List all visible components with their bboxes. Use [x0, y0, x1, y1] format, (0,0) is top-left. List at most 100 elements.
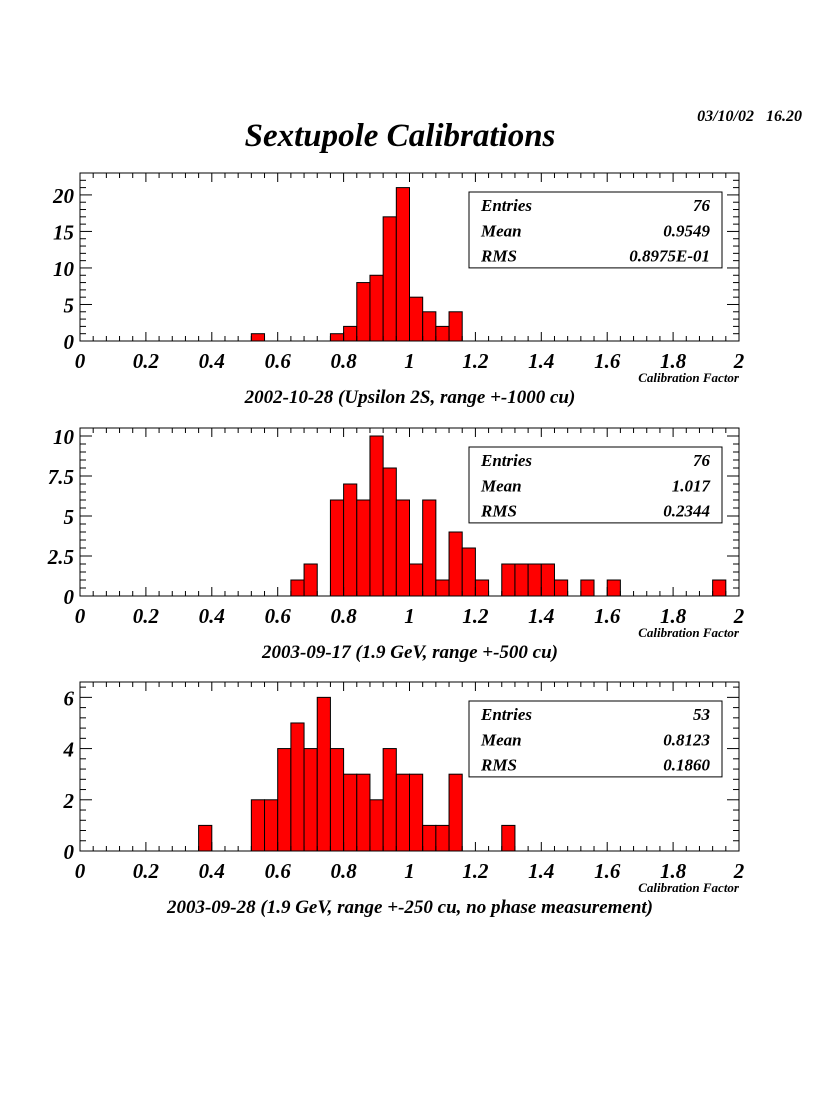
histogram-bar	[198, 824, 213, 852]
histogram-panel: 0 0.2 0.4 0.6 0.8 1 1.2 1.4 1.6 1.8 2 0 2 4 6 Calibrati…	[63, 681, 745, 918]
histogram-bar	[303, 748, 318, 852]
x-tick-label: 1	[404, 349, 415, 373]
x-tick-label: 0.4	[199, 349, 225, 373]
histogram-bar	[461, 547, 476, 597]
histogram-bar	[382, 748, 397, 852]
histogram-bar	[435, 325, 450, 342]
x-tick-label: 0.6	[265, 859, 292, 883]
y-tick-label: 0	[64, 330, 75, 354]
x-tick-label: 0.8	[330, 859, 357, 883]
histogram-bar	[369, 799, 384, 852]
x-tick-label: 2	[733, 859, 745, 883]
x-tick-label: 0	[75, 859, 86, 883]
y-tick-label: 2.5	[47, 545, 74, 569]
histogram-bar	[527, 563, 542, 597]
x-tick-label: 1.2	[462, 349, 489, 373]
histogram-bar	[422, 824, 437, 852]
stats-label: Mean	[480, 476, 522, 495]
histogram-bar	[395, 187, 411, 342]
stats-value: 0.9549	[663, 221, 710, 240]
x-tick-label: 1.2	[462, 859, 489, 883]
histogram-bar	[395, 773, 411, 852]
histogram-bar	[514, 563, 529, 597]
histogram-bar	[409, 773, 424, 852]
timestamp: 03/10/02 16.20	[697, 108, 802, 125]
histogram-bar	[501, 824, 516, 852]
stats-box	[468, 446, 723, 524]
y-tick-label: 20	[52, 184, 75, 208]
histogram-bar	[606, 579, 621, 597]
x-tick-label: 1.4	[528, 859, 554, 883]
histogram-bar	[580, 579, 595, 597]
histogram-bar	[264, 799, 279, 852]
histogram-bar	[343, 773, 358, 852]
stats-value: 0.8123	[663, 730, 710, 749]
x-axis-title: Calibration Factor	[638, 880, 740, 895]
stats-label: Mean	[480, 221, 522, 240]
panel-caption: 2003-09-17 (1.9 GeV, range +-500 cu)	[261, 642, 558, 663]
x-tick-label: 0.8	[330, 349, 357, 373]
histogram-bar	[329, 748, 345, 852]
x-tick-label: 0.2	[133, 349, 160, 373]
histogram-bar	[435, 579, 450, 597]
x-tick-label: 0.2	[133, 859, 160, 883]
histogram-bar	[290, 579, 305, 597]
histogram-bar	[435, 824, 450, 852]
y-tick-label: 4	[63, 738, 75, 762]
histogram-bar	[356, 282, 371, 342]
histogram-bar	[395, 499, 411, 597]
histogram-bar	[540, 563, 555, 597]
x-tick-label: 1.8	[660, 859, 687, 883]
x-axis-title: Calibration Factor	[638, 625, 740, 640]
histogram-bar	[316, 696, 331, 852]
x-tick-label: 0.2	[133, 604, 160, 628]
histogram-bar	[329, 499, 345, 597]
histogram-bar	[277, 748, 292, 852]
histogram-bar	[343, 325, 358, 342]
y-tick-label: 7.5	[48, 465, 74, 489]
stats-value: 53	[693, 705, 711, 724]
y-tick-label: 2	[63, 789, 75, 813]
x-tick-label: 0	[75, 349, 86, 373]
histogram-panels: 0 0.2 0.4 0.6 0.8 1 1.2 1.4 1.6 1.8 205101520Calib…	[47, 172, 745, 918]
stats-label: Mean	[480, 730, 522, 749]
histogram-bar	[356, 773, 371, 852]
histogram-bar	[501, 563, 516, 597]
x-tick-label: 1.8	[660, 604, 687, 628]
x-tick-label: 1	[404, 859, 415, 883]
x-tick-label: 0	[75, 604, 86, 628]
histogram-bar	[712, 579, 727, 597]
y-tick-label: 10	[53, 257, 75, 281]
stats-value: 0.8975E-01	[629, 247, 710, 266]
histogram-bar	[250, 799, 266, 852]
histogram-bar	[409, 563, 424, 597]
y-tick-label: 10	[53, 425, 75, 449]
histogram-bar	[448, 773, 463, 852]
stats-box	[468, 191, 723, 269]
y-tick-label: 15	[53, 220, 74, 244]
histogram-bar	[409, 296, 424, 342]
stats-value: 0.1860	[663, 756, 710, 775]
page-title: Sextupole Calibrations	[245, 118, 556, 154]
stats-label: Entries	[480, 705, 532, 724]
y-tick-label: 0	[64, 840, 75, 864]
histogram-bar	[382, 467, 397, 597]
histogram-bar	[382, 216, 397, 342]
histogram-panel: 0 0.2 0.4 0.6 0.8 1 1.2 1.4 1.6 1.8 2 0 2.5 5 7.5 10 Cal…	[47, 425, 745, 663]
histogram-bar	[290, 722, 305, 852]
histogram-bar	[448, 531, 463, 597]
stats-value: 1.017	[672, 476, 712, 495]
stats-label: RMS	[480, 756, 517, 775]
histogram-bar	[329, 333, 345, 342]
histogram-bar	[343, 483, 358, 597]
y-tick-label: 5	[64, 293, 75, 317]
stats-value: 76	[693, 196, 711, 215]
x-tick-label: 2	[733, 349, 745, 373]
x-axis-title: Calibration Factor	[638, 370, 740, 385]
histogram-bar	[356, 499, 371, 597]
stats-label: Entries	[480, 451, 532, 470]
x-tick-label: 1.4	[528, 604, 554, 628]
histogram-bar	[369, 274, 384, 342]
y-tick-label: 0	[64, 585, 75, 609]
